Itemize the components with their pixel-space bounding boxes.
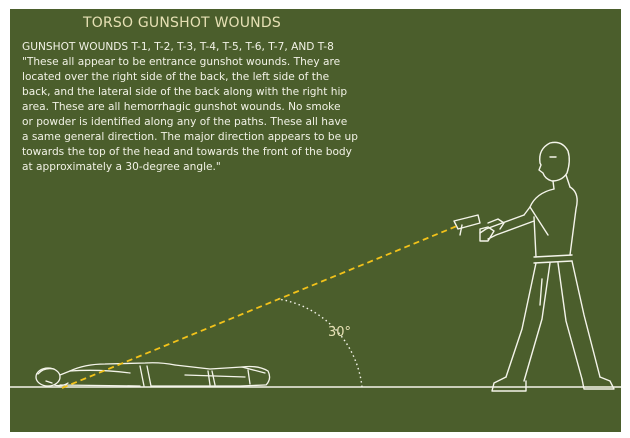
angle-label: 30° bbox=[328, 325, 351, 340]
wounds-heading: GUNSHOT WOUNDS T-1, T-2, T-3, T-4, T-5, … bbox=[22, 41, 334, 53]
victim-figure bbox=[35, 362, 271, 387]
bullet-trajectory-line bbox=[61, 225, 458, 389]
quote-line: area. These are all hemorrhagic gunshot … bbox=[22, 101, 341, 113]
quote-line: back, and the lateral side of the back a… bbox=[22, 86, 348, 98]
quote-line: or powder is identified along any of the… bbox=[22, 116, 348, 128]
shooter-figure bbox=[453, 141, 615, 392]
quote-line: at approximately a 30-degree angle." bbox=[22, 161, 221, 173]
diagram-board: TORSO GUNSHOT WOUNDS GUNSHOT WOUNDS T-1,… bbox=[10, 9, 621, 432]
quote-line: "These all appear to be entrance gunshot… bbox=[22, 56, 341, 68]
quote-line: located over the right side of the back,… bbox=[22, 71, 330, 83]
scene-illustration: 30° bbox=[10, 141, 621, 392]
diagram-title: TORSO GUNSHOT WOUNDS bbox=[83, 15, 281, 31]
quote-line: a same general direction. The major dire… bbox=[22, 131, 358, 143]
angle-arc bbox=[277, 298, 363, 388]
quote-line: towards the top of the head and towards … bbox=[22, 146, 352, 158]
autopsy-quote: "These all appear to be entrance gunshot… bbox=[22, 55, 422, 175]
